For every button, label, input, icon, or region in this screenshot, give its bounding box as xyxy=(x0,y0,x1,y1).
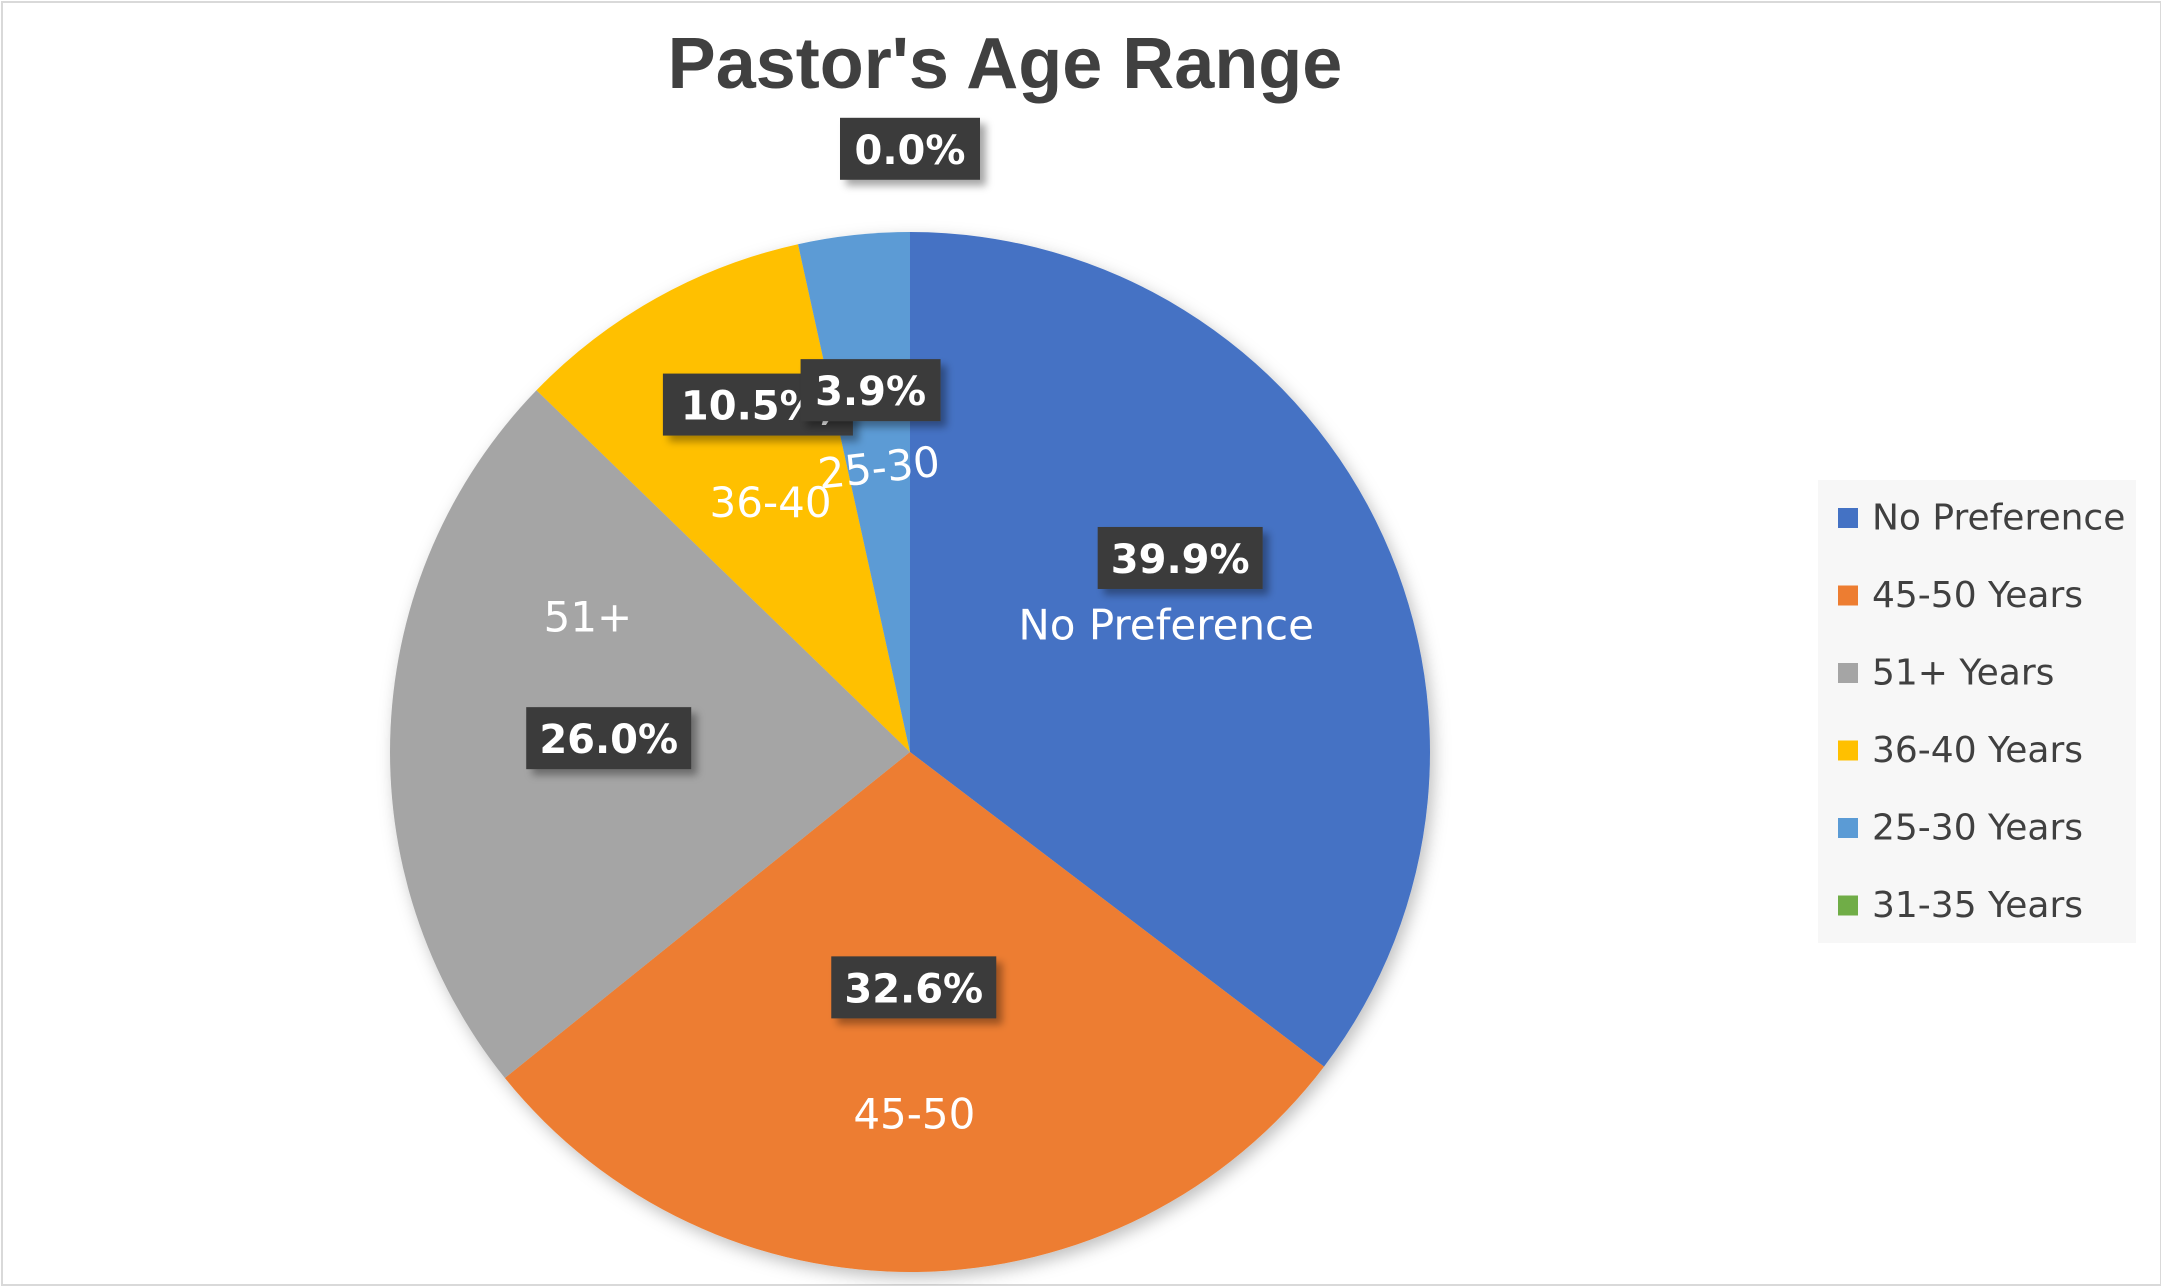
value-label-text: 32.6% xyxy=(844,966,983,1012)
legend-item-no-preference: No Preference xyxy=(1872,498,2125,539)
value-label-45-50-years: 32.6% xyxy=(831,956,997,1019)
value-label-text: 39.9% xyxy=(1111,537,1250,583)
value-label-text: 26.0% xyxy=(539,717,678,763)
value-label-text: 0.0% xyxy=(855,128,966,174)
slice-label-no-preference: No Preference xyxy=(1018,600,1314,649)
value-label-text: 3.9% xyxy=(815,369,926,415)
slice-label-45-50-years: 45-50 xyxy=(853,1089,975,1138)
value-label-no-preference: 39.9% xyxy=(1097,526,1263,589)
legend-item-51-years: 51+ Years xyxy=(1872,653,2054,694)
legend-swatch-31-35-years xyxy=(1838,895,1858,916)
value-label-box xyxy=(526,707,692,770)
pie-slice-no-preference xyxy=(910,232,1430,1067)
legend-swatch-51-years xyxy=(1838,663,1858,683)
slice-label-51-years: 51+ xyxy=(544,593,633,642)
value-label-box xyxy=(1097,526,1263,589)
value-label-51-years: 26.0% xyxy=(526,707,692,770)
percentage-labels: 39.9%32.6%26.0%10.5%,3.9%0.0% xyxy=(526,117,1263,1019)
legend-item-31-35-years: 31-35 Years xyxy=(1872,885,2083,926)
value-label-box xyxy=(831,956,997,1019)
legend-swatch-45-50-years xyxy=(1838,585,1858,606)
legend-swatch-no-preference xyxy=(1838,508,1858,528)
legend-item-45-50-years: 45-50 Years xyxy=(1872,575,2083,616)
value-label-31-35-years: 0.0% xyxy=(840,117,980,180)
legend-swatch-25-30-years xyxy=(1838,818,1858,838)
value-label-box xyxy=(840,117,980,180)
slice-label-36-40-years: 36-40 xyxy=(710,478,832,527)
value-label-box xyxy=(800,359,941,422)
legend-item-25-30-years: 25-30 Years xyxy=(1872,808,2083,849)
legend-background xyxy=(1818,480,2136,943)
legend-swatch-36-40-years xyxy=(1838,740,1858,761)
legend: No Preference 45-50 Years 51+ Years 36-40 Y… xyxy=(1818,480,2136,943)
chart-title: Pastor's Age Range xyxy=(668,24,1343,104)
legend-item-36-40-years: 36-40 Years xyxy=(1872,730,2083,771)
value-label-25-30-years: 3.9% xyxy=(800,359,941,422)
